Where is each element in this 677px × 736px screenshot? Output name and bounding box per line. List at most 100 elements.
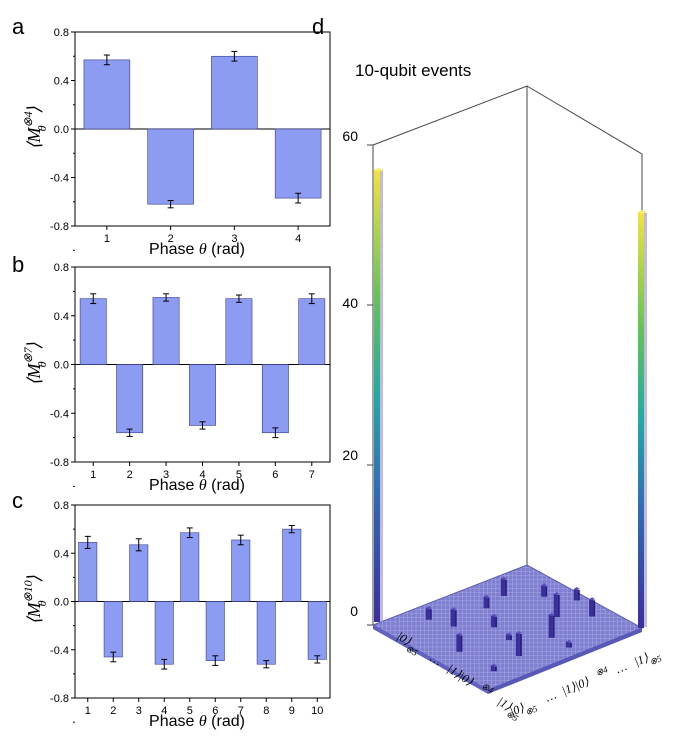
panel-d-chart: 10-qubit events 60 40 20 0 <box>342 61 663 724</box>
bar <box>79 298 107 365</box>
ket-zero: |0⟩ <box>394 629 414 649</box>
bar <box>256 601 276 665</box>
bar <box>231 539 251 602</box>
bar <box>78 542 98 602</box>
bar <box>83 59 131 130</box>
box-back-frame <box>372 85 643 628</box>
floor-edge-right <box>488 628 642 694</box>
xlabel-theta: θ <box>199 477 207 494</box>
y-tick-label: 0.8 <box>54 27 69 39</box>
x-tick-label: 5 <box>187 705 193 717</box>
bar <box>298 298 326 365</box>
y-tick-label: -0.4 <box>50 173 69 185</box>
pillar-top <box>374 168 384 172</box>
z-tick-label: 0 <box>350 603 358 619</box>
y-tick-label: -0.8 <box>50 221 69 233</box>
xlabel-suffix: (rad) <box>211 713 245 730</box>
y-tick-label: -0.8 <box>50 693 69 705</box>
right-angle: ⟩ <box>24 106 44 113</box>
bar <box>307 601 327 660</box>
bar <box>129 544 149 602</box>
x-tick-label: 3 <box>163 469 169 481</box>
small-bar-side <box>569 642 572 648</box>
right-angle: ⟩ <box>24 342 44 349</box>
small-bar-top <box>490 663 497 667</box>
panel-c-letter: c <box>12 488 23 513</box>
y-tick-label: 0.4 <box>54 311 69 323</box>
svg-text:⟨M⊗7θ⟩: ⟨M⊗7θ ⟩ <box>21 342 49 385</box>
theta-sub: θ <box>35 125 49 131</box>
y-tick-label: 0.8 <box>54 500 69 512</box>
panel-b-ylabel: ⟨M⊗7θ ⟩ <box>21 342 49 385</box>
bar <box>205 601 225 661</box>
x-tick-label: 2 <box>110 705 116 717</box>
small-bar-side <box>545 586 548 597</box>
small-bar-side <box>593 600 596 617</box>
panel-a-xlabel: Phase θ (rad) <box>149 241 245 258</box>
small-bar-side <box>494 666 497 672</box>
bar <box>103 601 123 658</box>
operator-m: M <box>24 126 44 143</box>
small-bar-side <box>504 579 507 596</box>
x-tick-label: 7 <box>238 705 244 717</box>
x-tick-label: 3 <box>136 705 142 717</box>
small-bar-top <box>505 632 512 636</box>
small-bar-side <box>487 597 490 609</box>
ket-zero: |0⟩ <box>508 700 527 718</box>
y-tick-label: -0.4 <box>50 408 69 420</box>
small-bar-side <box>454 610 457 627</box>
bar <box>147 128 194 205</box>
small-bar-top <box>500 576 507 580</box>
xlabel-suffix: (rad) <box>211 477 245 494</box>
panel-d-title: 10-qubit events <box>355 61 471 80</box>
operator-m: M <box>24 601 44 618</box>
right-angle: ⟩ <box>24 575 44 582</box>
ket-one: |1⟩ <box>632 650 651 668</box>
small-bar-top <box>541 583 548 587</box>
z-tick-label: 60 <box>342 128 358 144</box>
z-axis: 60 40 20 0 <box>342 128 373 626</box>
left-angle: ⟨ <box>24 141 44 150</box>
small-bar <box>573 588 578 601</box>
pillar-side <box>380 171 383 621</box>
small-bar-side <box>429 609 432 620</box>
z-tick-label: 40 <box>342 295 358 311</box>
xlabel-prefix: Phase <box>149 241 194 258</box>
small-bar <box>548 614 553 638</box>
x-tick-label: 1 <box>90 469 96 481</box>
xlabel-prefix: Phase <box>149 477 194 494</box>
small-bar-side <box>460 635 463 652</box>
small-bar-top <box>553 592 560 596</box>
small-bar-top <box>548 612 555 616</box>
x-tick-label: 7 <box>309 469 315 481</box>
tensor-power: ⊗7 <box>21 346 35 363</box>
small-bar-side <box>577 589 580 601</box>
x-tick-label: 4 <box>161 705 167 717</box>
panel-a-ylabel: ⟨M⊗4θ ⟩ <box>21 106 49 149</box>
small-bar <box>589 599 594 617</box>
y-tick-label: -0.8 <box>50 457 69 469</box>
theta-sub: θ <box>35 600 49 606</box>
svg-text:⟨M⊗10θ⟩: ⟨M⊗10θ ⟩ <box>21 575 49 624</box>
pillar-side <box>644 213 647 627</box>
small-bar <box>505 634 510 641</box>
y-tick-label: 0.8 <box>54 262 69 274</box>
xlabel-suffix: (rad) <box>211 241 245 258</box>
tensor-power: ⊗10 <box>21 580 35 602</box>
z-tick-label: 20 <box>342 447 358 463</box>
operator-m: M <box>24 362 44 379</box>
bar <box>189 364 216 426</box>
small-bar-top <box>425 606 432 610</box>
pillar-top <box>638 210 647 214</box>
small-bar <box>425 608 430 620</box>
panel-b-xlabel: Phase θ (rad) <box>149 477 245 494</box>
x-tick-label: 2 <box>127 469 133 481</box>
small-bar <box>565 641 570 648</box>
small-bar <box>450 609 455 627</box>
tensor-5: ⊗5 <box>648 653 663 667</box>
x-tick-label: 10 <box>311 705 323 717</box>
y-tick-label: 0.0 <box>54 597 69 609</box>
y-tick-label: -0.4 <box>50 645 69 657</box>
tensor-power: ⊗4 <box>21 111 35 127</box>
x-tick-label: 2 <box>168 233 174 245</box>
